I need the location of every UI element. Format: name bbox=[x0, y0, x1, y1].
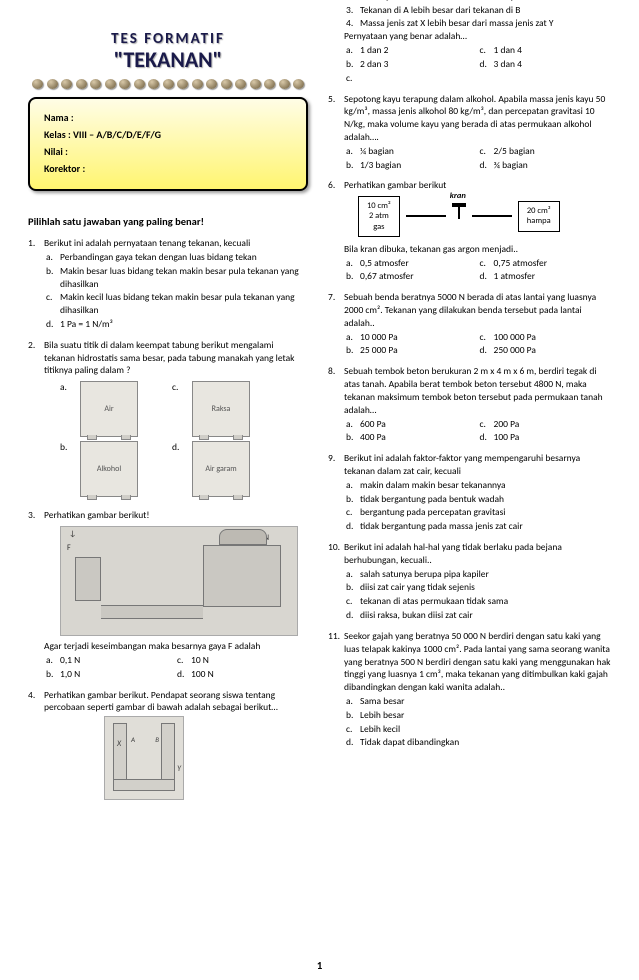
instruction: Pilihlah satu jawaban yang paling benar! bbox=[28, 215, 306, 229]
q-number: 3. bbox=[28, 509, 44, 680]
bead-divider bbox=[28, 79, 308, 89]
bead-icon bbox=[279, 79, 290, 89]
bead-icon bbox=[61, 79, 72, 89]
kran-figure: 10 cm² 2 atm gas kran 20 cm³ hampa bbox=[358, 196, 611, 237]
bead-icon bbox=[32, 79, 43, 89]
bead-icon bbox=[47, 79, 58, 89]
q-text: Bila suatu titik di dalam keempat tabung… bbox=[44, 339, 306, 377]
q3-sub: Agar terjadi keseimbangan maka besarnya … bbox=[44, 640, 306, 653]
question-6: 6. Perhatikan gambar berikut 10 cm² 2 at… bbox=[328, 179, 611, 283]
question-9: 9. Berikut ini adalah faktor-faktor yang… bbox=[328, 452, 611, 533]
bead-icon bbox=[221, 79, 232, 89]
question-2: 2. Bila suatu titik di dalam keempat tab… bbox=[28, 339, 306, 501]
tube-airgaram: Air garam bbox=[192, 441, 250, 497]
q-number: 2. bbox=[28, 339, 44, 501]
q-text: Perhatikan gambar berikut. Pendapat seor… bbox=[44, 689, 306, 715]
bead-icon bbox=[119, 79, 130, 89]
bead-icon bbox=[148, 79, 159, 89]
question-10: 10. Berikut ini adalah hal-hal yang tida… bbox=[328, 541, 611, 622]
tube-alkohol: Alkohol bbox=[80, 441, 138, 497]
left-column: Pilihlah satu jawaban yang paling benar!… bbox=[28, 205, 306, 810]
nilai-label: Nilai : bbox=[44, 143, 292, 160]
q-text: Berikut ini adalah pernyataan tenang tek… bbox=[44, 237, 306, 250]
bead-icon bbox=[192, 79, 203, 89]
bead-icon bbox=[76, 79, 87, 89]
question-7: 7. Sebuah benda beratnya 5000 N berada d… bbox=[328, 291, 611, 357]
q-number: 4. bbox=[28, 689, 44, 803]
korektor-label: Korektor : bbox=[44, 160, 292, 177]
bead-icon bbox=[264, 79, 275, 89]
bead-icon bbox=[235, 79, 246, 89]
utube-figure: X Y A B bbox=[104, 716, 184, 800]
q1-a: Perbandingan gaya tekan dengan luas bida… bbox=[60, 251, 257, 264]
q1-b: Makin besar luas bidang tekan makin besa… bbox=[60, 265, 306, 291]
bead-icon bbox=[105, 79, 116, 89]
question-5: 5. Sepotong kayu terapung dalam alkohol.… bbox=[328, 93, 611, 172]
student-info-card: Nama : Kelas : VIII – A/B/C/D/E/F/G Nila… bbox=[28, 97, 308, 191]
valve-icon bbox=[452, 209, 466, 223]
question-4-statements: 1.Tekanan di A sama dengan tekanan di B … bbox=[328, 0, 611, 85]
question-11: 11. Seekor gajah yang beratnya 50 000 N … bbox=[328, 630, 611, 749]
q1-c: Makin kecil luas bidang tekan makin besa… bbox=[60, 291, 306, 317]
question-3: 3. Perhatikan gambar berikut! F 2 cm² 60… bbox=[28, 509, 306, 680]
bead-icon bbox=[206, 79, 217, 89]
bead-icon bbox=[134, 79, 145, 89]
question-1: 1. Berikut ini adalah pernyataan tenang … bbox=[28, 237, 306, 331]
q-text: Perhatikan gambar berikut! bbox=[44, 509, 306, 522]
question-4: 4. Perhatikan gambar berikut. Pendapat s… bbox=[28, 689, 306, 803]
page-number: 1 bbox=[0, 959, 639, 972]
nama-label: Nama : bbox=[44, 109, 292, 126]
hydraulic-figure: F 2 cm² 6000 N 120 cm² ↓ bbox=[60, 526, 298, 636]
bead-icon bbox=[163, 79, 174, 89]
bead-icon bbox=[293, 79, 304, 89]
q1-d: 1 Pa = 1 N/m³ bbox=[60, 318, 113, 331]
bead-icon bbox=[177, 79, 188, 89]
title-line-2: "TEKANAN" bbox=[28, 46, 308, 73]
bead-icon bbox=[90, 79, 101, 89]
kelas-label: Kelas : VIII – A/B/C/D/E/F/G bbox=[44, 126, 292, 143]
right-column: 1.Tekanan di A sama dengan tekanan di B … bbox=[328, 0, 611, 810]
header: TES FORMATIF "TEKANAN" Nama : Kelas : VI… bbox=[28, 30, 308, 191]
tube-air: Air bbox=[80, 381, 138, 437]
bead-icon bbox=[250, 79, 261, 89]
tube-raksa: Raksa bbox=[192, 381, 250, 437]
question-8: 8. Sebuah tembok beton berukuran 2 m x 4… bbox=[328, 365, 611, 444]
q-number: 1. bbox=[28, 237, 44, 331]
